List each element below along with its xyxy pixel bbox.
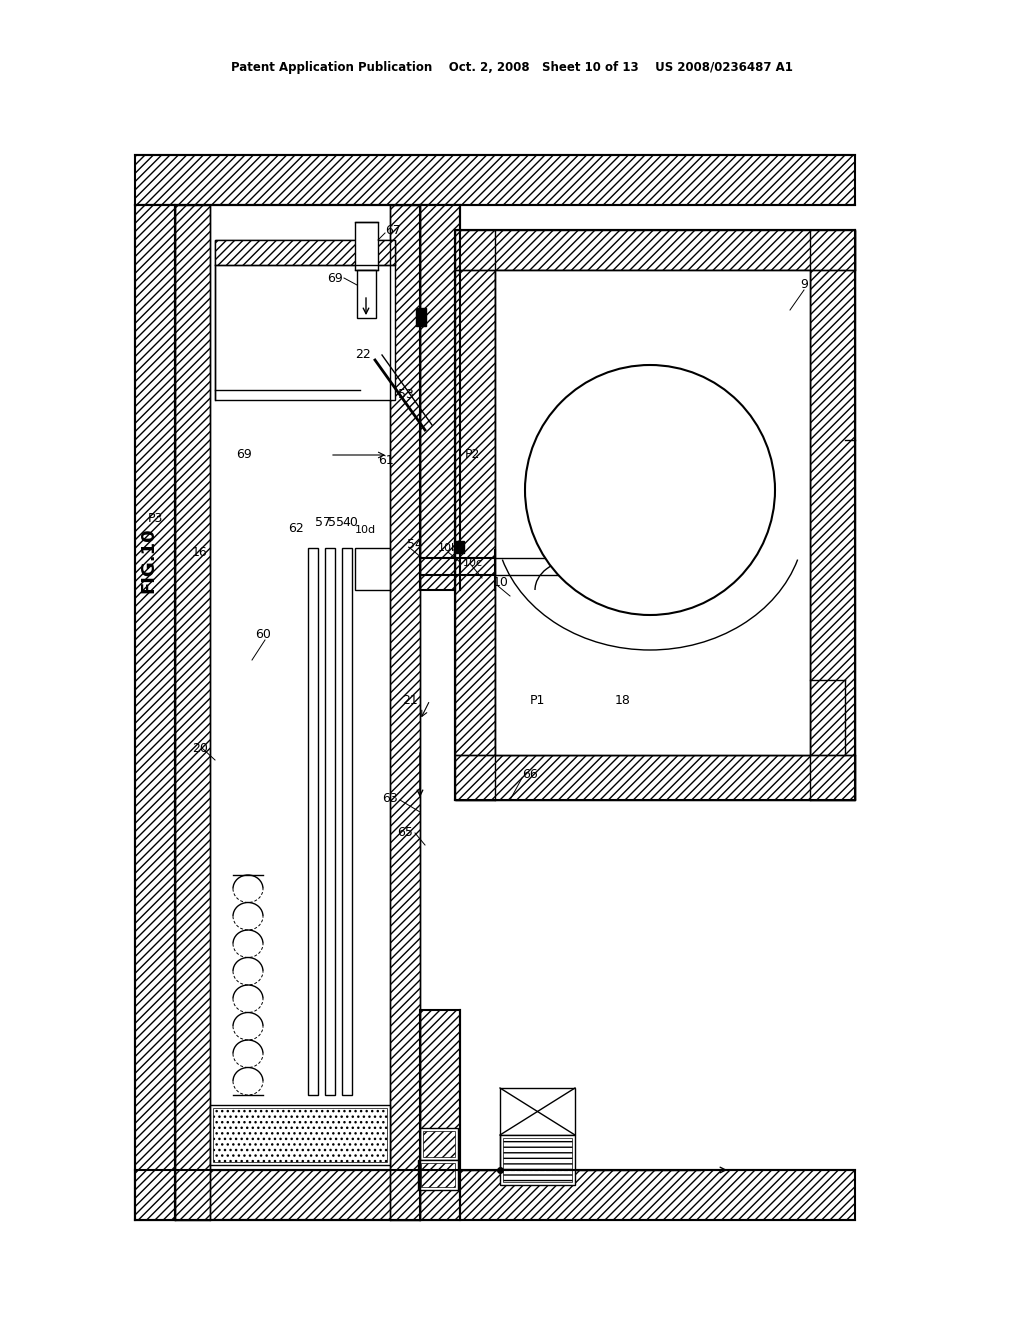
Bar	[455, 230, 855, 800]
Bar	[423, 1131, 455, 1158]
Bar	[135, 1170, 855, 1220]
Bar	[420, 1010, 460, 1220]
Text: Patent Application Publication    Oct. 2, 2008   Sheet 10 of 13    US 2008/02364: Patent Application Publication Oct. 2, 2…	[231, 62, 793, 74]
Text: P3: P3	[148, 511, 164, 524]
Text: 10d: 10d	[355, 525, 376, 535]
Bar	[455, 230, 495, 800]
Bar	[342, 548, 352, 1096]
Bar	[308, 548, 318, 1096]
Bar	[455, 230, 855, 271]
Text: 69: 69	[328, 272, 343, 285]
Bar	[503, 1138, 572, 1181]
Bar	[810, 230, 855, 800]
Bar	[416, 308, 426, 326]
Text: 65: 65	[397, 826, 413, 840]
Bar	[455, 755, 855, 800]
Bar	[213, 1107, 387, 1162]
Text: 63: 63	[382, 792, 398, 804]
Text: 62: 62	[288, 521, 304, 535]
Text: 16: 16	[193, 546, 208, 560]
Text: 10b: 10b	[438, 543, 459, 553]
Bar	[495, 271, 810, 755]
Bar	[175, 205, 210, 1220]
Bar	[355, 222, 378, 271]
Bar	[210, 1105, 390, 1166]
Text: FIG.10: FIG.10	[139, 527, 157, 593]
Text: 23: 23	[595, 539, 610, 552]
Bar	[390, 205, 420, 1220]
Bar	[420, 205, 460, 590]
Text: P1: P1	[530, 693, 546, 706]
Text: 21: 21	[402, 693, 418, 706]
Text: P2: P2	[465, 449, 480, 462]
Bar	[500, 1135, 575, 1185]
Text: 69: 69	[237, 449, 252, 462]
Ellipse shape	[525, 366, 775, 615]
Bar	[325, 548, 335, 1096]
Text: 60: 60	[255, 628, 271, 642]
Bar	[355, 548, 390, 590]
Bar	[500, 1088, 575, 1135]
Text: 10c: 10c	[463, 558, 483, 568]
Text: 66: 66	[522, 768, 538, 781]
Bar	[420, 1129, 458, 1160]
Text: 20: 20	[193, 742, 208, 755]
Bar	[454, 541, 464, 553]
Bar	[357, 271, 376, 318]
Bar	[135, 154, 855, 205]
Bar	[421, 1163, 455, 1187]
Text: 57: 57	[315, 516, 331, 528]
Text: 40: 40	[342, 516, 357, 528]
Text: 67: 67	[385, 223, 400, 236]
Bar	[135, 205, 175, 1220]
Text: 61: 61	[378, 454, 394, 466]
Text: 18: 18	[615, 693, 631, 706]
Text: 55: 55	[328, 516, 344, 528]
Text: 9: 9	[800, 279, 808, 292]
Bar	[418, 1160, 458, 1191]
Text: 22: 22	[355, 348, 371, 362]
Text: 54: 54	[407, 539, 423, 552]
Text: 53: 53	[398, 388, 414, 401]
Bar	[215, 240, 395, 265]
Bar	[215, 240, 395, 400]
Text: 10: 10	[493, 577, 509, 590]
